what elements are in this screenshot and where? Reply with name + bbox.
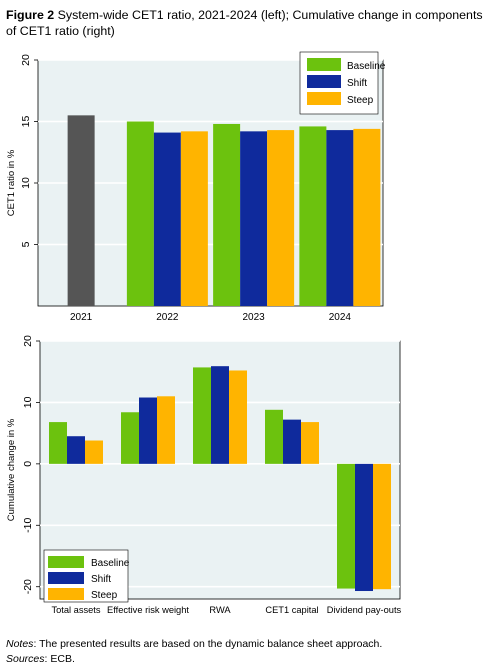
x-tick-label: 2024 — [329, 312, 352, 323]
bar-2023-baseline — [213, 123, 241, 307]
x-tick-label: Dividend pay-outs — [327, 605, 402, 615]
legend-label-shift: Shift — [91, 574, 111, 585]
y-tick-label: 20 — [20, 54, 32, 66]
bar-dividend-pay-outs-baseline — [337, 463, 355, 589]
notes-text: : The presented results are based on the… — [33, 638, 383, 650]
legend-swatch-baseline — [48, 556, 84, 568]
bar-total-assets-steep — [85, 440, 103, 464]
y-tick-label: 15 — [20, 116, 32, 128]
figure-title: Figure 2 System-wide CET1 ratio, 2021-20… — [6, 7, 494, 39]
x-tick-label: CET1 capital — [265, 605, 318, 615]
cumulative-change-chart: -20 -10 0 10 20 Cumulative change in % Total a… — [6, 335, 402, 615]
x-tick-label: 2021 — [70, 312, 93, 323]
x-tick-label: 2023 — [243, 312, 266, 323]
figure-title-text: System-wide CET1 ratio, 2021-2024 (left)… — [6, 8, 483, 38]
bar-2023-shift — [240, 131, 268, 306]
bar-2022-baseline — [126, 121, 154, 306]
bar-effective-risk-weight-baseline — [121, 412, 139, 464]
bar-rwa-baseline — [193, 367, 211, 464]
x-tick-label: Total assets — [51, 605, 100, 615]
legend-label-steep: Steep — [347, 95, 374, 106]
bar-2022-shift — [153, 132, 181, 306]
sources-label: Sources — [6, 653, 45, 665]
notes-line: Notes: The presented results are based o… — [6, 638, 382, 651]
y-axis-label: Cumulative change in % — [6, 418, 17, 521]
legend-swatch-shift — [307, 75, 341, 88]
y-tick-label: -10 — [22, 518, 34, 533]
y-tick-label: 10 — [20, 177, 32, 189]
sources-text: : ECB. — [44, 653, 75, 665]
bar-cet1-capital-steep — [301, 422, 319, 464]
bar-total-assets-baseline — [49, 422, 67, 464]
y-axis-label: CET1 ratio in % — [6, 149, 17, 216]
bar-effective-risk-weight-shift — [139, 397, 157, 464]
legend-swatch-baseline — [307, 58, 341, 71]
y-tick-label: 0 — [22, 461, 34, 467]
x-tick-label: Effective risk weight — [107, 605, 189, 615]
bar-dividend-pay-outs-steep — [373, 463, 391, 590]
x-tick-label: 2022 — [156, 312, 179, 323]
y-tick-label: -20 — [22, 579, 34, 594]
bar-total-assets-shift — [67, 436, 85, 464]
y-tick-label: 20 — [22, 335, 34, 347]
bar-rwa-steep — [229, 370, 247, 464]
y-tick-label: 5 — [20, 241, 32, 247]
y-tick-label: 10 — [22, 396, 34, 408]
bar-effective-risk-weight-steep — [157, 396, 175, 464]
notes-label: Notes — [6, 638, 34, 650]
legend-swatch-shift — [48, 572, 84, 584]
bar-2022-steep — [180, 131, 208, 306]
figure-label: Figure 2 — [6, 8, 55, 22]
legend-label-shift: Shift — [347, 78, 367, 89]
x-tick-label: RWA — [209, 605, 231, 615]
cet1-ratio-chart: 5 10 15 20 CET1 ratio in % 2021 2022 2023 2024 Ba… — [6, 51, 386, 323]
bar-2024-baseline — [299, 126, 327, 306]
legend-swatch-steep — [48, 588, 84, 600]
bar-2021-value — [67, 115, 95, 306]
legend-label-baseline: Baseline — [347, 61, 386, 72]
bar-cet1-capital-shift — [283, 419, 301, 464]
bar-rwa-shift — [211, 366, 229, 464]
bar-dividend-pay-outs-shift — [355, 463, 373, 592]
bar-2024-steep — [353, 128, 381, 306]
sources-line: Sources: ECB. — [6, 653, 75, 666]
bar-2023-steep — [267, 130, 295, 306]
bar-2024-shift — [326, 130, 354, 306]
legend-label-baseline: Baseline — [91, 558, 130, 569]
legend-swatch-steep — [307, 92, 341, 105]
bar-cet1-capital-baseline — [265, 409, 283, 464]
legend-label-steep: Steep — [91, 590, 118, 601]
